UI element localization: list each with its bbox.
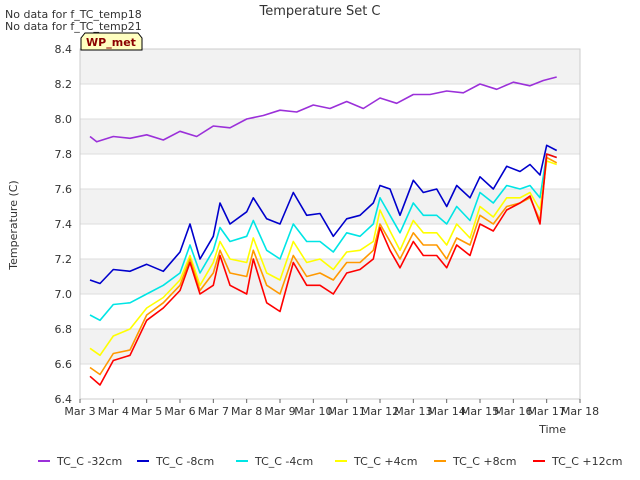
x-tick-label: Mar 6 bbox=[164, 405, 195, 418]
x-tick-label: Mar 8 bbox=[231, 405, 262, 418]
series-line-tc-c-12cm bbox=[89, 153, 557, 386]
chart-title: Temperature Set C bbox=[258, 4, 380, 19]
y-tick-label: 6.4 bbox=[55, 393, 73, 406]
y-axis-ticks: 6.4 6.6 6.8 7.0 7.2 7.4 7.6 7.8 8.0 8.2 8.4 bbox=[55, 43, 73, 406]
y-tick-label: 6.8 bbox=[55, 323, 73, 336]
legend-label: TC_C -8cm bbox=[155, 455, 214, 468]
x-tick-label: Mar 7 bbox=[198, 405, 229, 418]
x-tick-label: Mar 5 bbox=[131, 405, 162, 418]
plot-band bbox=[80, 119, 580, 154]
no-data-note-1: No data for f_TC_temp18 bbox=[5, 8, 142, 21]
x-tick-label: Mar 3 bbox=[64, 405, 95, 418]
y-tick-label: 7.4 bbox=[55, 218, 73, 231]
plot-band bbox=[80, 84, 580, 119]
badge-shape bbox=[80, 32, 143, 51]
legend-label: TC_C -32cm bbox=[56, 455, 122, 468]
wp-met-badge: WP_met bbox=[80, 32, 143, 51]
x-tick-label: Mar 10 bbox=[294, 405, 332, 418]
x-tick-label: Mar 14 bbox=[428, 405, 466, 418]
plot-band bbox=[80, 189, 580, 224]
series-line-tc-c-4cm bbox=[89, 160, 557, 357]
legend-label: TC_C +8cm bbox=[452, 455, 516, 468]
y-tick-label: 8.4 bbox=[55, 43, 73, 56]
x-tick-label: Mar 12 bbox=[361, 405, 399, 418]
legend-label: TC_C +12cm bbox=[551, 455, 622, 468]
x-tick-label: Mar 17 bbox=[528, 405, 566, 418]
plot-band bbox=[80, 259, 580, 294]
series-line-tc-c-8cm bbox=[89, 156, 558, 376]
plot-band bbox=[80, 329, 580, 364]
y-axis-label: Temperature (C) bbox=[7, 180, 20, 270]
y-tick-label: 8.2 bbox=[55, 78, 73, 91]
x-tick-label: Mar 18 bbox=[561, 405, 599, 418]
plot-band bbox=[80, 294, 580, 329]
x-tick-label: Mar 15 bbox=[461, 405, 499, 418]
series-lines bbox=[89, 76, 558, 386]
plot-band bbox=[80, 154, 580, 189]
y-tick-label: 7.0 bbox=[55, 288, 73, 301]
plot-band bbox=[80, 364, 580, 399]
no-data-note-2: No data for f_TC_temp21 bbox=[5, 20, 142, 33]
legend-label: TC_C -4cm bbox=[254, 455, 313, 468]
y-tick-label: 8.0 bbox=[55, 113, 73, 126]
y-tick-label: 6.6 bbox=[55, 358, 73, 371]
plot-frame bbox=[79, 48, 581, 400]
legend: TC_C -32cm TC_C -8cm TC_C -4cm TC_C +4cm TC_… bbox=[38, 455, 622, 468]
series-line-tc-c-4cm bbox=[89, 153, 557, 322]
legend-label: TC_C +4cm bbox=[353, 455, 417, 468]
x-tick-label: Mar 9 bbox=[264, 405, 295, 418]
x-tick-label: Mar 13 bbox=[394, 405, 432, 418]
y-tick-label: 7.6 bbox=[55, 183, 73, 196]
series-line-tc-c-32cm bbox=[89, 76, 557, 143]
y-tick-label: 7.2 bbox=[55, 253, 73, 266]
x-axis-label: Time bbox=[538, 423, 566, 436]
x-tick-label: Mar 4 bbox=[98, 405, 129, 418]
badge-label: WP_met bbox=[86, 36, 136, 49]
series-line-tc-c-8cm bbox=[89, 144, 558, 285]
y-tick-label: 7.8 bbox=[55, 148, 73, 161]
x-tick-label: Mar 11 bbox=[328, 405, 366, 418]
plot-band bbox=[80, 49, 580, 84]
plot-background-bands bbox=[80, 49, 580, 399]
x-tick-label: Mar 16 bbox=[494, 405, 532, 418]
